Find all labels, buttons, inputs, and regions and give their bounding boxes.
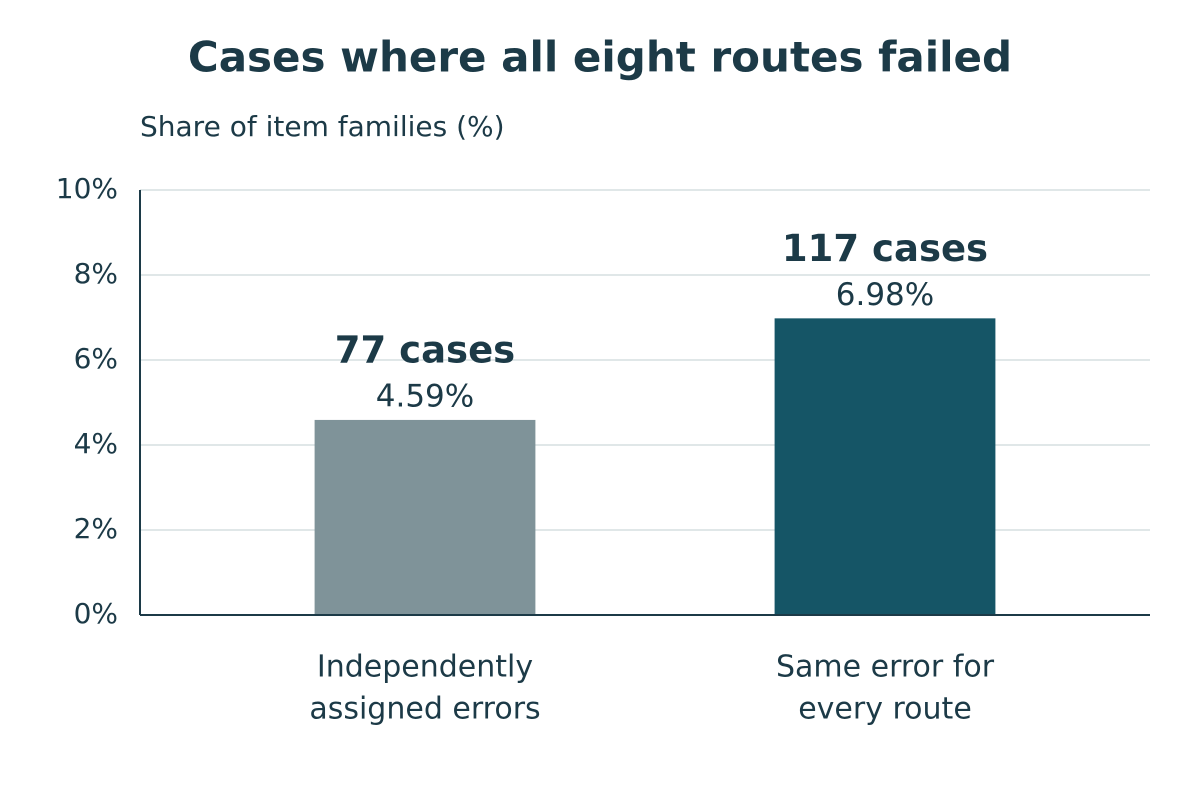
- value-label: 6.98%: [836, 277, 934, 313]
- y-tick-label: 2%: [74, 512, 118, 545]
- value-label: 4.59%: [376, 378, 474, 414]
- bar: [314, 419, 536, 615]
- x-tick-label: assigned errors: [309, 692, 540, 727]
- y-tick-label: 10%: [56, 172, 118, 205]
- y-tick-label: 0%: [74, 597, 118, 630]
- y-tick-label: 8%: [74, 257, 118, 290]
- x-tick-label: Independently: [317, 650, 533, 685]
- x-tick-label: Same error for: [776, 650, 995, 685]
- y-tick-label: 4%: [74, 427, 118, 460]
- bar: [774, 318, 996, 615]
- chart-title: Cases where all eight routes failed: [188, 33, 1012, 82]
- y-tick-label: 6%: [74, 342, 118, 375]
- annotation: 77 cases: [335, 328, 515, 371]
- y-axis-label: Share of item families (%): [140, 110, 505, 143]
- x-tick-label: every route: [798, 692, 972, 727]
- annotation: 117 cases: [782, 227, 988, 270]
